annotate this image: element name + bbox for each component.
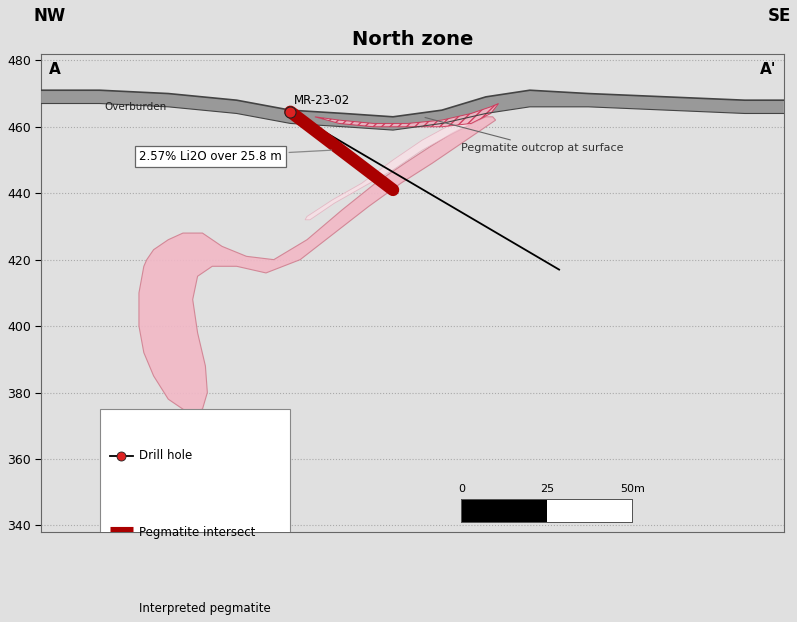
Polygon shape — [305, 117, 479, 220]
Bar — [461, 499, 632, 522]
Text: Pegmatite intersect: Pegmatite intersect — [139, 526, 255, 539]
Polygon shape — [315, 103, 499, 127]
Bar — [461, 499, 632, 522]
Bar — [100, 409, 290, 622]
Bar — [461, 499, 547, 522]
Text: A: A — [49, 62, 61, 77]
Text: 0: 0 — [458, 484, 465, 494]
Text: SE: SE — [768, 7, 791, 25]
Title: North zone: North zone — [351, 30, 473, 49]
Text: 25: 25 — [540, 484, 554, 494]
Text: A': A' — [760, 62, 776, 77]
Text: Drill hole: Drill hole — [139, 449, 192, 462]
Text: 50m: 50m — [620, 484, 645, 494]
Text: Pegmatite outcrop at surface: Pegmatite outcrop at surface — [425, 118, 624, 154]
Text: MR-23-02: MR-23-02 — [294, 94, 351, 107]
Text: Interpreted pegmatite: Interpreted pegmatite — [139, 602, 271, 615]
Polygon shape — [41, 90, 784, 130]
Text: NW: NW — [33, 7, 66, 25]
Bar — [110, 592, 133, 622]
Polygon shape — [139, 117, 496, 412]
Text: Overburden: Overburden — [104, 102, 167, 112]
Text: 2.57% Li2O over 25.8 m: 2.57% Li2O over 25.8 m — [139, 150, 332, 163]
